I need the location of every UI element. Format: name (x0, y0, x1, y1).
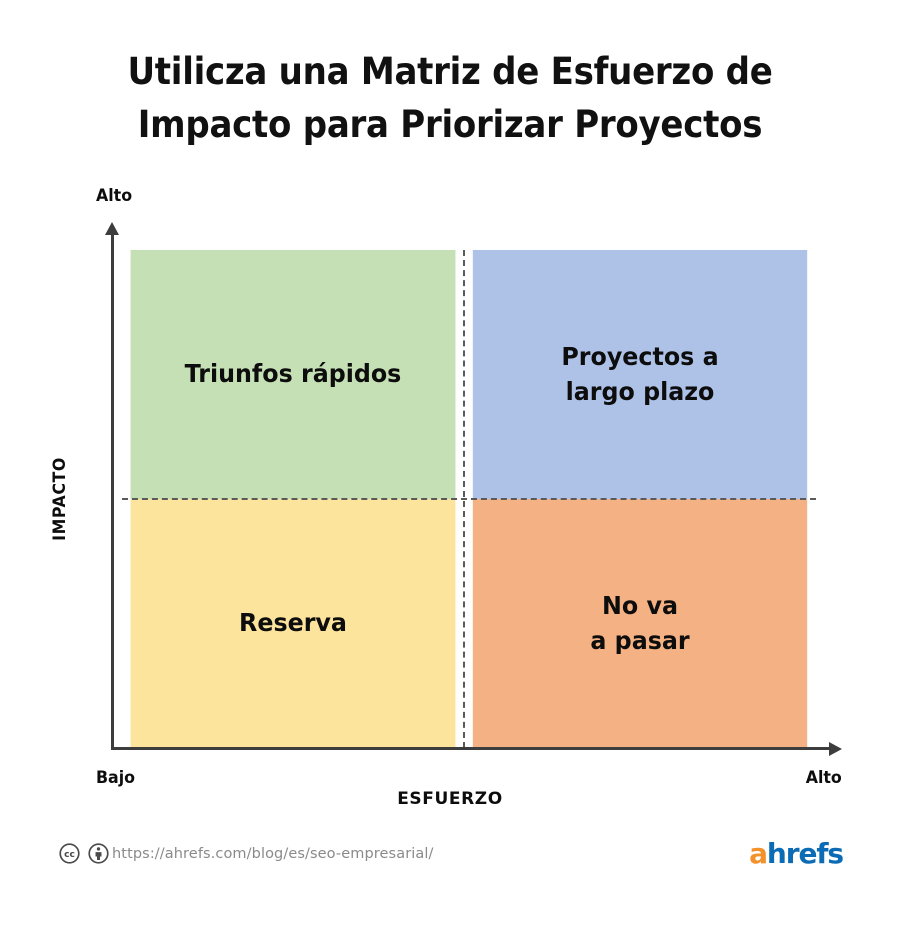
x-axis-high-label: Alto (805, 768, 842, 788)
y-axis-title: IMPACTO (50, 457, 70, 541)
quadrant-long-term-projects-line-1: Proyectos a (561, 342, 719, 371)
x-axis-low-label: Bajo (96, 768, 136, 788)
quadrant-fill-ins-label: Reserva (239, 606, 347, 641)
horizontal-divider-line (122, 498, 816, 500)
quadrant-thankless-tasks-line-1: No va (602, 591, 678, 620)
quadrant-quick-wins: Triunfos rápidos (130, 250, 456, 499)
page-title-line-1: Utilicza una Matriz de Esfuerzo de (127, 50, 773, 93)
quadrant-long-term-projects-label: Proyectos a largo plazo (561, 340, 718, 409)
page-title-line-2: Impacto para Priorizar Proyectos (137, 102, 763, 146)
ahrefs-logo-accent: a (749, 837, 768, 870)
y-axis-high-label: Alto (96, 186, 133, 206)
footer: cc https://ahrefs.com/blog/es/seo-empres… (0, 840, 900, 880)
quadrant-fill-ins: Reserva (130, 499, 456, 748)
page-title: Utilicza una Matriz de Esfuerzo de Impac… (91, 46, 809, 151)
x-axis-line (111, 747, 831, 750)
quadrant-thankless-tasks-line-2: a pasar (590, 625, 690, 655)
svg-text:cc: cc (64, 849, 75, 860)
x-axis-arrow-icon (829, 742, 842, 756)
y-axis-arrow-icon (105, 222, 119, 235)
quadrant-fill-ins-line-1: Reserva (239, 608, 347, 638)
y-axis-line (111, 232, 114, 750)
quadrant-thankless-tasks-label: No va a pasar (590, 589, 689, 658)
quadrant-quick-wins-label: Triunfos rápidos (185, 357, 402, 392)
ahrefs-logo-text: hrefs (766, 837, 844, 870)
ahrefs-logo: ahrefs (749, 837, 844, 870)
source-url[interactable]: https://ahrefs.com/blog/es/seo-empresari… (112, 846, 434, 862)
creative-commons-license: cc (59, 843, 109, 864)
quadrant-long-term-projects-line-2: largo plazo (565, 376, 715, 406)
x-axis-title: ESFUERZO (397, 789, 503, 809)
quadrant-quick-wins-line-1: Triunfos rápidos (184, 359, 402, 389)
cc-by-attribution-icon (88, 843, 109, 864)
quadrant-thankless-tasks: No va a pasar (472, 499, 808, 748)
cc-icon: cc (59, 843, 80, 864)
quadrant-long-term-projects: Proyectos a largo plazo (472, 250, 808, 499)
